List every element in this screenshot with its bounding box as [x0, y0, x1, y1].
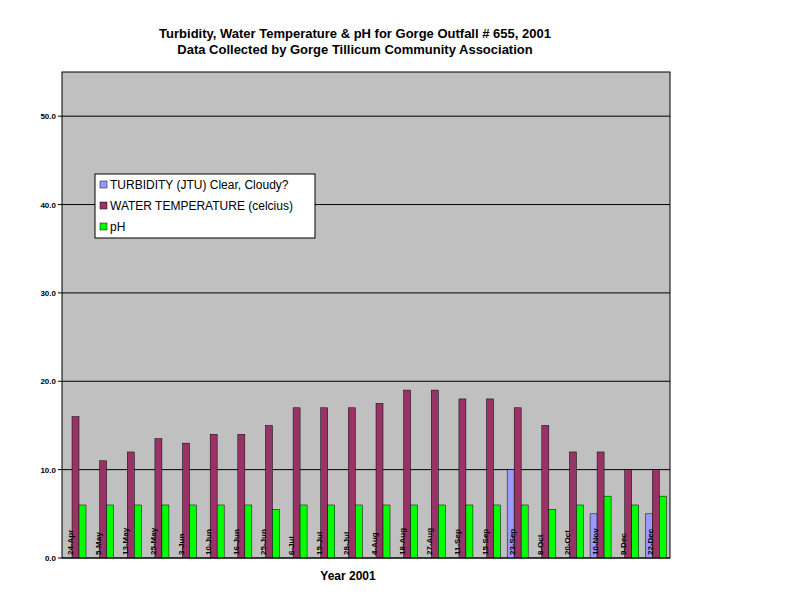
x-tick-label: 11-Sep [453, 529, 462, 555]
x-tick-label: 9-Dec [619, 533, 628, 555]
bar [190, 505, 197, 558]
bar [632, 505, 639, 558]
x-tick-label: 6-Jul [287, 536, 296, 555]
x-tick-label: 10-Jun [204, 529, 213, 555]
y-tick [58, 204, 62, 205]
legend-label: pH [110, 220, 125, 234]
legend-swatch [100, 202, 107, 209]
x-tick-label: 8-Oct [536, 534, 545, 555]
plot-area [62, 72, 670, 558]
grid-line [62, 381, 670, 382]
x-tick-label: 10-Nov [591, 528, 600, 555]
bar [438, 505, 445, 558]
bar [355, 505, 362, 558]
legend-box [95, 174, 315, 238]
bar [659, 496, 666, 558]
bars [72, 390, 666, 558]
legend-swatch [100, 181, 107, 188]
x-tick-label: 5-May [94, 532, 103, 555]
legend-swatch [100, 223, 107, 230]
x-tick-label: 27-Aug [425, 528, 434, 555]
x-tick-label: 22-Dec [646, 528, 655, 555]
bar [521, 505, 528, 558]
x-tick-label: 24-Apr [66, 530, 75, 555]
x-tick-label: 20-Oct [563, 530, 572, 555]
bar [466, 505, 473, 558]
grid-line [62, 292, 670, 293]
y-tick-label: 40.0 [40, 201, 56, 210]
legend: TURBIDITY (JTU) Clear, Cloudy? WATER TEMP… [95, 174, 315, 238]
y-tick [58, 292, 62, 293]
y-tick-label: 50.0 [40, 112, 56, 121]
bar [293, 408, 300, 558]
grid-line [62, 469, 670, 470]
chart: Turbidity, Water Temperature & pH for Go… [0, 0, 800, 600]
legend-label: TURBIDITY (JTU) Clear, Cloudy? [110, 178, 289, 192]
bar [107, 505, 114, 558]
x-tick-label: 16-Jun [232, 529, 241, 555]
subtitle: Data Collected by Gorge Tillicum Communi… [177, 42, 532, 57]
x-tick-label: 18-Aug [398, 528, 407, 555]
x-tick-label: 28-Jul [342, 532, 351, 555]
x-tick-label: 25-Jun [259, 529, 268, 555]
bar [134, 505, 141, 558]
bar [604, 496, 611, 558]
legend-label: WATER TEMPERATURE (celcius) [110, 199, 293, 213]
y-tick-label: 30.0 [40, 289, 56, 298]
bar [383, 505, 390, 558]
bar [217, 505, 224, 558]
bar [79, 505, 86, 558]
y-tick [58, 558, 62, 559]
x-tick-label: 15-Jul [315, 532, 324, 555]
bar [576, 505, 583, 558]
grid-line [62, 116, 670, 117]
y-tick [58, 381, 62, 382]
x-tick-label: 15-Sep [481, 529, 490, 555]
x-tick-label: 13-May [121, 527, 130, 555]
y-tick-label: 0.0 [45, 554, 57, 563]
x-axis-label: Year 2001 [320, 569, 376, 583]
y-tick [58, 116, 62, 117]
y-tick [58, 469, 62, 470]
bar [272, 509, 279, 558]
bar [328, 505, 335, 558]
plot-frame [62, 72, 670, 558]
bar [494, 505, 501, 558]
x-tick-label: 25-May [149, 527, 158, 555]
bar [411, 505, 418, 558]
title: Turbidity, Water Temperature & pH for Go… [159, 26, 551, 41]
x-tick-label: 4-Aug [370, 532, 379, 555]
y-tick-label: 20.0 [40, 377, 56, 386]
bar [549, 509, 556, 558]
bar [245, 505, 252, 558]
y-tick-label: 10.0 [40, 466, 56, 475]
x-tick-label: 23-Sep [508, 529, 517, 555]
bar [300, 505, 307, 558]
x-tick-label: 3-Jun [177, 534, 186, 555]
bar [162, 505, 169, 558]
